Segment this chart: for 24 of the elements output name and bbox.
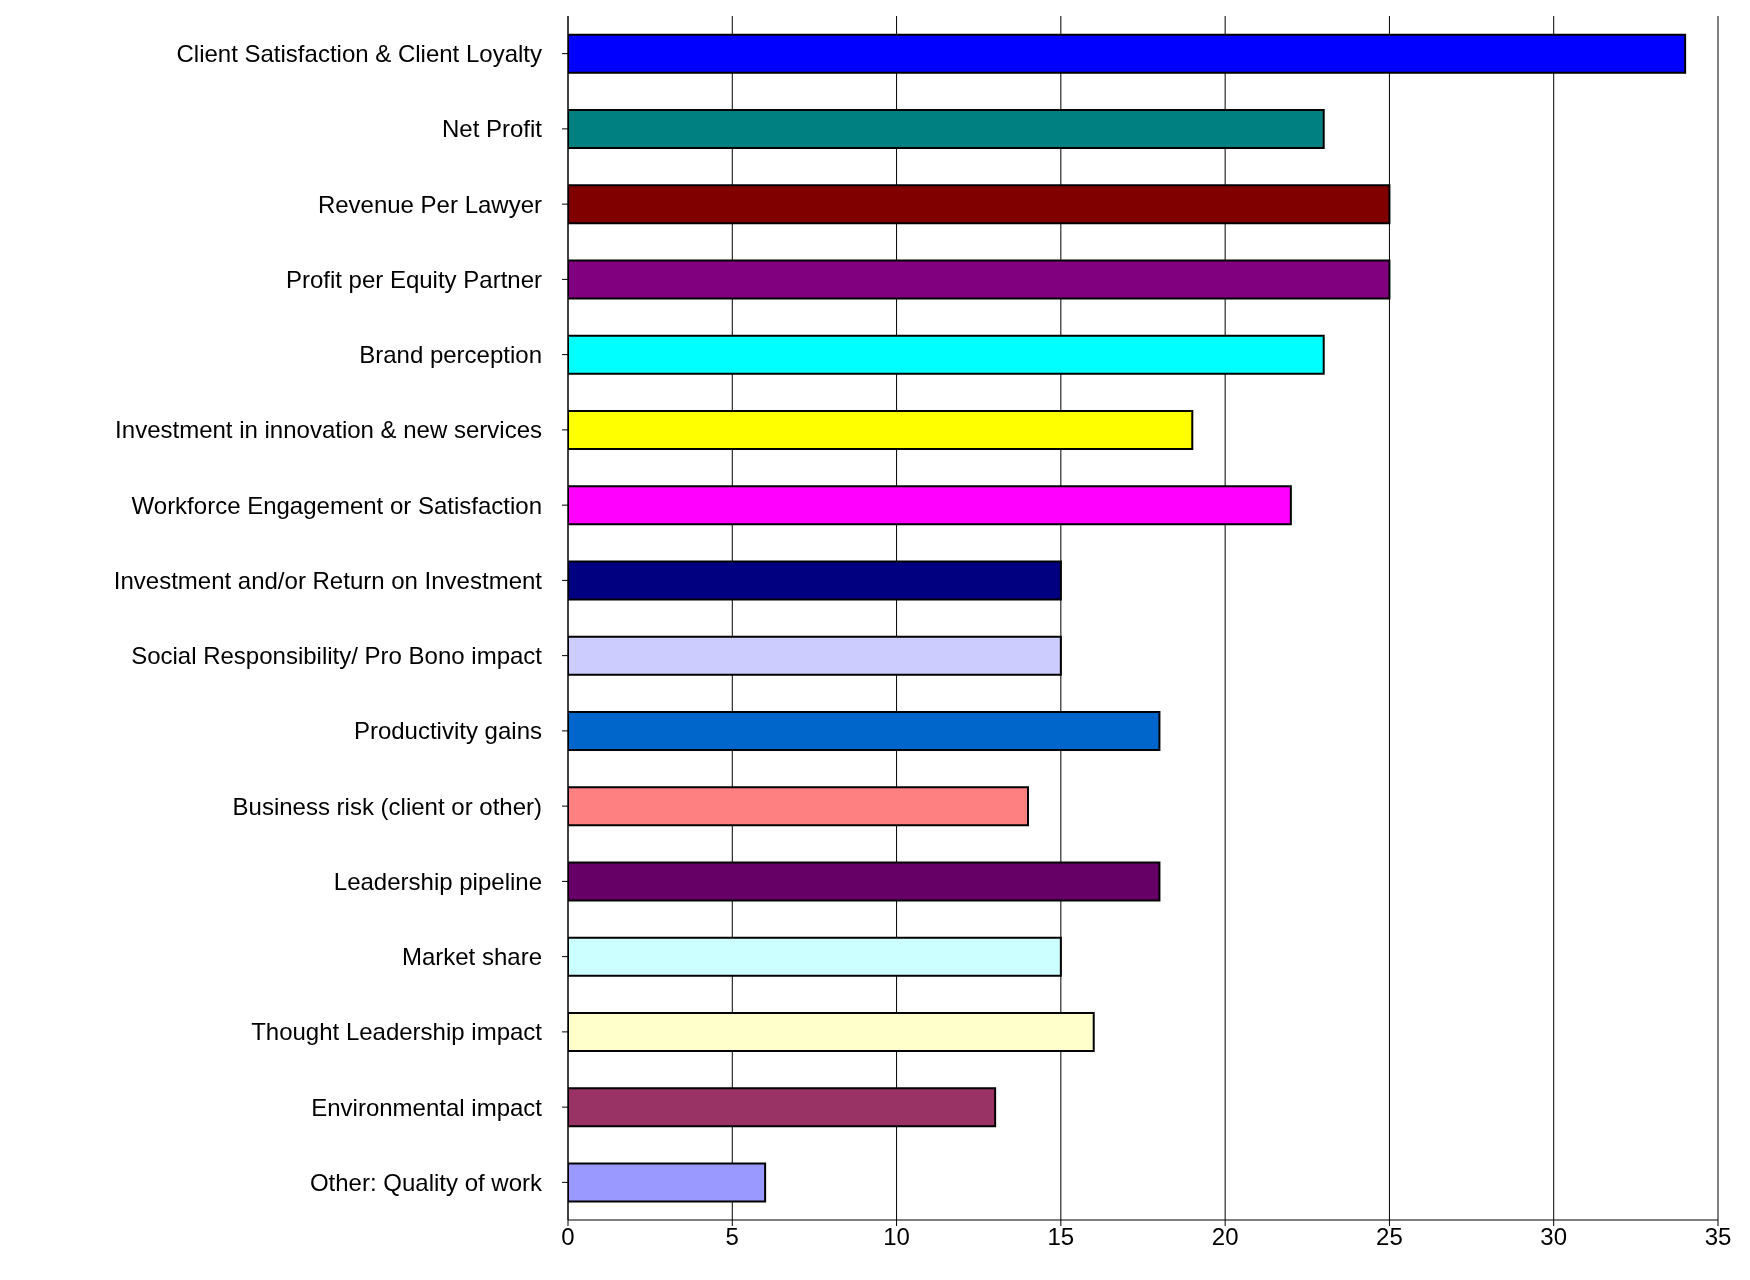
y-tick-label: Other: Quality of work (309, 1168, 543, 1196)
y-tick-label: Thought Leadership impact (251, 1018, 543, 1046)
x-tick-label: 30 (1540, 1223, 1568, 1251)
y-tick-label: Workforce Engagement or Satisfaction (131, 491, 542, 519)
y-tick-label: Profit per Equity Partner (285, 265, 542, 293)
y-tick-label: Business risk (client or other) (232, 792, 542, 820)
x-tick-label: 20 (1211, 1223, 1239, 1251)
y-tick-label: Net Profit (441, 115, 543, 143)
y-tick-label: Market share (401, 943, 542, 971)
y-tick-label: Productivity gains (353, 717, 542, 745)
y-tick-label: Brand perception (359, 341, 542, 369)
y-tick-label: Client Satisfaction & Client Loyalty (176, 40, 542, 68)
y-tick-label: Investment and/or Return on Investment (113, 566, 543, 594)
y-tick-label: Social Responsibility/ Pro Bono impact (131, 642, 543, 670)
y-tick-label: Environmental impact (311, 1093, 543, 1121)
x-tick-label: 0 (561, 1223, 575, 1251)
y-tick-label: Investment in innovation & new services (115, 416, 542, 444)
x-tick-label: 35 (1704, 1223, 1732, 1251)
x-tick-label: 25 (1376, 1223, 1403, 1251)
x-tick-label: 10 (883, 1223, 910, 1251)
y-tick-label: Revenue Per Lawyer (317, 190, 542, 218)
x-tick-label: 5 (725, 1223, 739, 1251)
x-tick-label: 15 (1047, 1223, 1075, 1251)
y-tick-label: Leadership pipeline (333, 867, 542, 895)
